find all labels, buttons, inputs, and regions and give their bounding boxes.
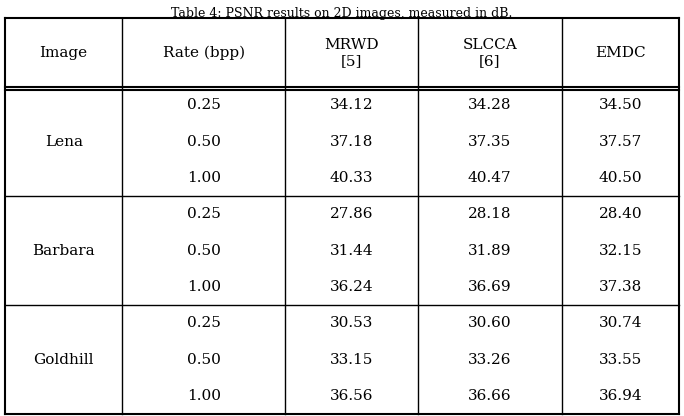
Text: 0.50: 0.50 [187, 244, 221, 258]
Text: 31.44: 31.44 [330, 244, 373, 258]
Text: SLCCA
[6]: SLCCA [6] [462, 37, 517, 68]
Text: 36.94: 36.94 [598, 389, 642, 403]
Text: 0.50: 0.50 [187, 135, 221, 149]
Text: EMDC: EMDC [595, 46, 646, 59]
Text: 40.47: 40.47 [468, 171, 512, 185]
Text: 40.33: 40.33 [330, 171, 373, 185]
Text: 33.55: 33.55 [598, 352, 642, 366]
Text: 28.18: 28.18 [468, 207, 512, 221]
Text: 1.00: 1.00 [187, 171, 221, 185]
Text: Table 4: PSNR results on 2D images, measured in dB.: Table 4: PSNR results on 2D images, meas… [171, 7, 513, 20]
Text: 37.18: 37.18 [330, 135, 373, 149]
Text: Goldhill: Goldhill [34, 352, 94, 366]
Text: 30.53: 30.53 [330, 316, 373, 330]
Text: 37.38: 37.38 [598, 280, 642, 294]
Text: MRWD
[5]: MRWD [5] [324, 37, 379, 68]
Text: 33.26: 33.26 [468, 352, 512, 366]
Text: 27.86: 27.86 [330, 207, 373, 221]
Text: 37.35: 37.35 [468, 135, 512, 149]
Text: Lena: Lena [44, 135, 83, 149]
Text: 30.74: 30.74 [598, 316, 642, 330]
Text: 1.00: 1.00 [187, 280, 221, 294]
Text: 30.60: 30.60 [468, 316, 512, 330]
Text: 31.89: 31.89 [468, 244, 512, 258]
Text: Image: Image [40, 46, 88, 59]
Text: 36.24: 36.24 [330, 280, 373, 294]
Text: 0.25: 0.25 [187, 99, 221, 112]
Text: 34.28: 34.28 [468, 99, 512, 112]
Text: 33.15: 33.15 [330, 352, 373, 366]
Text: 0.25: 0.25 [187, 207, 221, 221]
Text: 40.50: 40.50 [598, 171, 642, 185]
Text: 37.57: 37.57 [598, 135, 642, 149]
Text: 28.40: 28.40 [598, 207, 642, 221]
Text: Rate (bpp): Rate (bpp) [163, 45, 245, 60]
Text: 34.12: 34.12 [330, 99, 373, 112]
Text: 34.50: 34.50 [598, 99, 642, 112]
Text: 0.25: 0.25 [187, 316, 221, 330]
Text: 0.50: 0.50 [187, 352, 221, 366]
Text: 1.00: 1.00 [187, 389, 221, 403]
Text: 36.66: 36.66 [468, 389, 512, 403]
Text: 36.69: 36.69 [468, 280, 512, 294]
Text: 36.56: 36.56 [330, 389, 373, 403]
Text: Barbara: Barbara [32, 244, 95, 258]
Text: 32.15: 32.15 [598, 244, 642, 258]
